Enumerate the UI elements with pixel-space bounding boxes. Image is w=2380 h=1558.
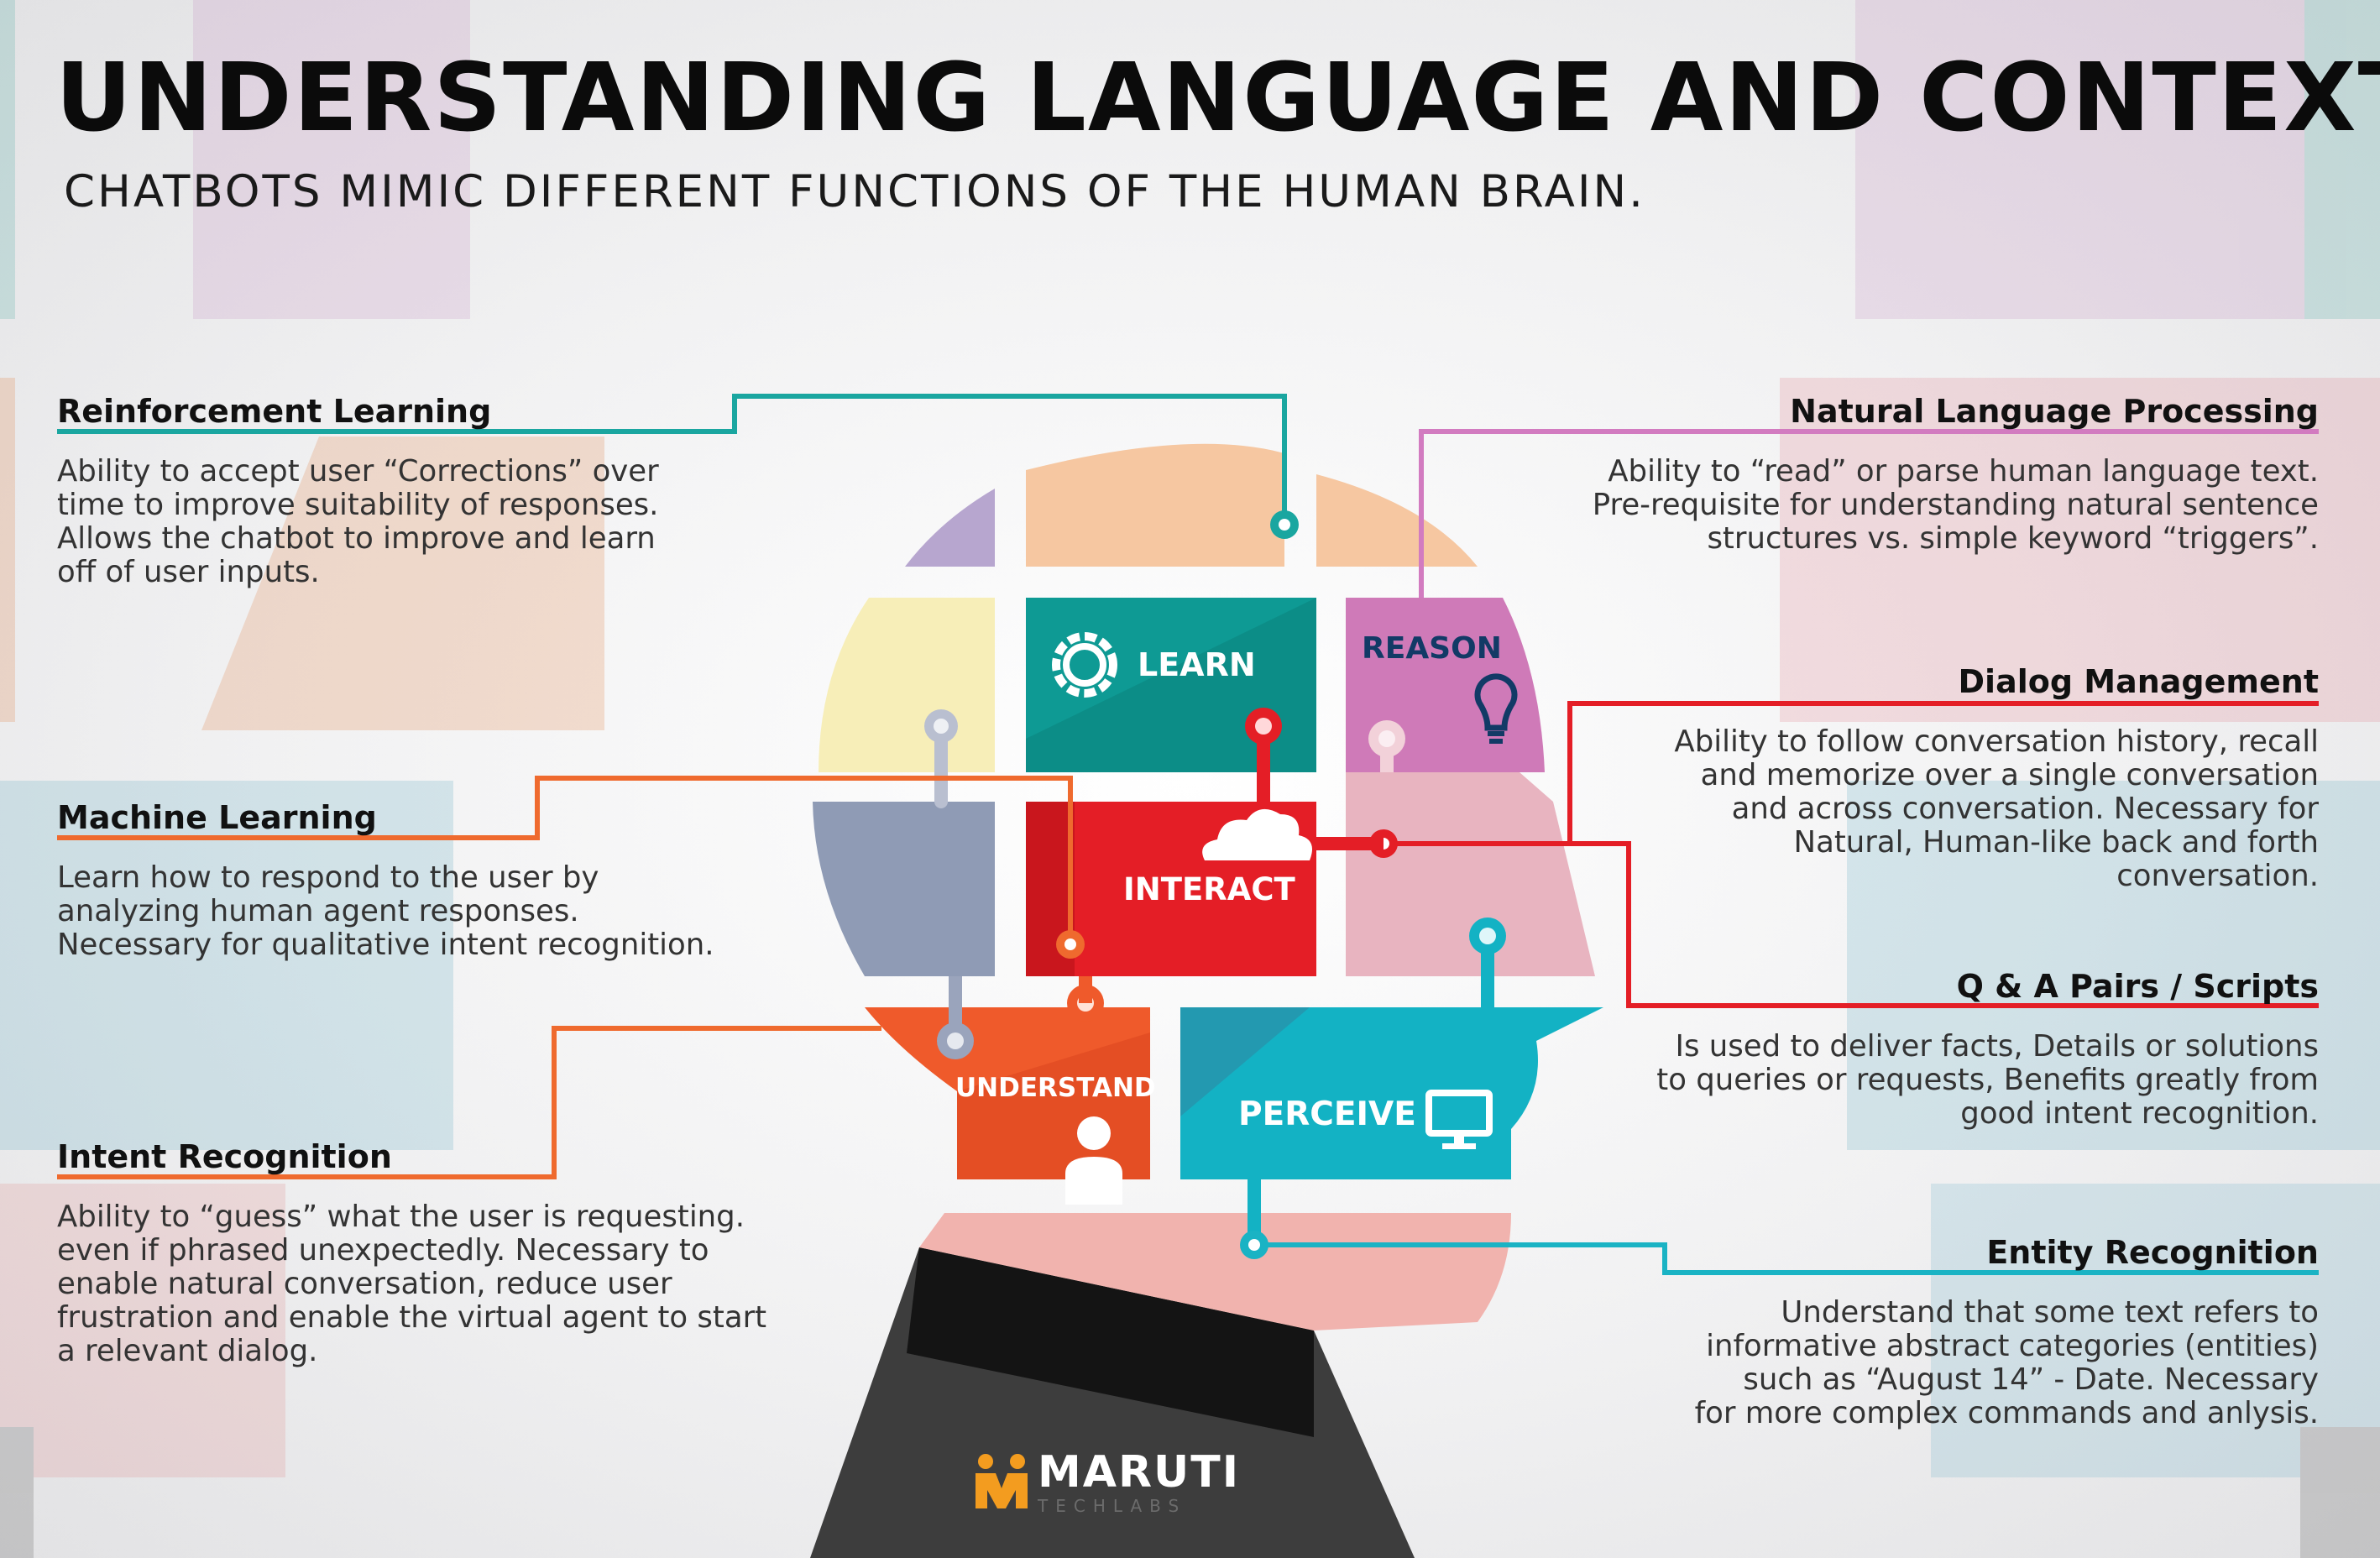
dialog-management-text: Ability to follow conversation history, …	[1674, 724, 2319, 893]
logo-name: MARUTI	[1038, 1447, 1241, 1498]
monitor-icon	[1425, 1090, 1493, 1149]
connector-pins	[924, 708, 1506, 1059]
line-reinforcement	[57, 394, 1287, 525]
line-machine-learning	[57, 776, 1073, 944]
reinforcement-learning-title: Reinforcement Learning	[57, 393, 492, 430]
interact-label: INTERACT	[1123, 871, 1295, 907]
logo-tagline: TECHLABS	[1038, 1496, 1187, 1516]
maruti-logo-icon	[976, 1454, 1028, 1508]
entity-recognition-text: Understand that some text refers to info…	[1694, 1295, 2319, 1430]
piece-right-pink	[1346, 772, 1595, 976]
intent-recognition-block: Intent Recognition Ability to “guess” wh…	[57, 1138, 897, 1368]
machine-learning-block: Machine Learning Learn how to respond to…	[57, 799, 855, 962]
gear-icon	[1052, 632, 1117, 698]
qa-pairs-block: Q & A Pairs / Scripts Is used to deliver…	[1580, 968, 2319, 1131]
line-qa	[1570, 841, 2319, 1008]
nlp-title: Natural Language Processing	[1790, 393, 2319, 430]
line-nlp	[1419, 429, 2319, 598]
reinforcement-learning-block: Reinforcement Learning Ability to accept…	[57, 393, 813, 589]
line-intent	[57, 1026, 881, 1179]
callout-lines	[57, 394, 2319, 1275]
machine-learning-title: Machine Learning	[57, 799, 377, 836]
piece-left-yellow	[819, 598, 995, 772]
cloud-icon	[1202, 808, 1313, 860]
piece-top-purple	[905, 489, 995, 567]
line-entity	[1254, 1242, 2319, 1275]
qa-pairs-text: Is used to deliver facts, Details or sol…	[1656, 1029, 2319, 1131]
perceive-piece	[1180, 1007, 1603, 1179]
dialog-management-block: Dialog Management Ability to follow conv…	[1580, 663, 2319, 893]
nlp-text: Ability to “read” or parse human languag…	[1592, 454, 2319, 556]
piece-top-right-peach	[1316, 474, 1478, 567]
piece-left-slate	[813, 802, 995, 976]
line-dialog	[1384, 701, 2319, 846]
understand-label: UNDERSTAND	[955, 1073, 1156, 1103]
perceive-label: PERCEIVE	[1238, 1095, 1416, 1133]
page-title: UNDERSTANDING LANGUAGE AND CONTEXT	[55, 44, 2380, 153]
entity-recognition-block: Entity Recognition Understand that some …	[1580, 1234, 2319, 1430]
intent-recognition-text: Ability to “guess” what the user is requ…	[57, 1200, 767, 1368]
reason-label: REASON	[1362, 631, 1502, 666]
piece-top-peach	[1026, 443, 1284, 567]
dialog-management-title: Dialog Management	[1958, 663, 2320, 700]
nlp-block: Natural Language Processing Ability to “…	[1479, 393, 2319, 556]
learn-label: LEARN	[1138, 646, 1256, 683]
page-subtitle: CHATBOTS MIMIC DIFFERENT FUNCTIONS OF TH…	[64, 166, 1645, 217]
lightbulb-icon	[1474, 673, 1518, 744]
machine-learning-text: Learn how to respond to the user by anal…	[57, 860, 714, 962]
entity-recognition-title: Entity Recognition	[1986, 1234, 2319, 1271]
intent-recognition-title: Intent Recognition	[57, 1138, 392, 1175]
suit-collar	[907, 1247, 1314, 1437]
qa-pairs-title: Q & A Pairs / Scripts	[1956, 968, 2319, 1005]
person-icon	[1065, 1116, 1122, 1205]
reinforcement-learning-text: Ability to accept user “Corrections” ove…	[57, 454, 659, 589]
